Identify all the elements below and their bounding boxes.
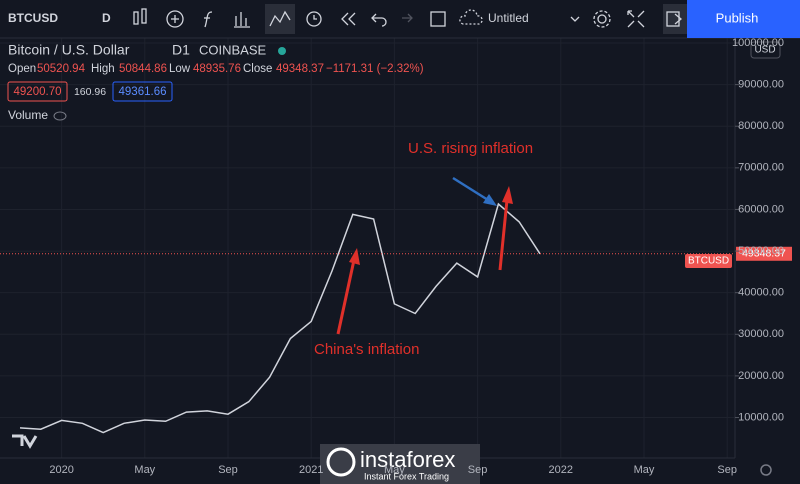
ohlc: Open 50520.94 High 50844.86 Low 48935.76… xyxy=(8,63,424,75)
high-value: 50844.86 xyxy=(119,63,167,75)
y-tick-label: 30000.00 xyxy=(738,328,784,340)
plot xyxy=(0,202,735,434)
low-label: Low xyxy=(169,63,191,75)
ask-box[interactable] xyxy=(112,81,173,102)
x-tick-label: May xyxy=(634,464,655,476)
x-tick-label: May xyxy=(134,464,155,476)
x-tick-label: 2020 xyxy=(49,464,73,476)
symbol[interactable]: BTCUSD xyxy=(8,11,58,25)
watermark-brand: instaforex xyxy=(360,447,455,472)
y-tick-label: 80000.00 xyxy=(738,120,784,132)
annotation: China's inflation xyxy=(314,341,419,358)
y-tick-label: 50000.00 xyxy=(738,245,784,257)
publish-button[interactable] xyxy=(687,0,800,38)
x-tick-label: 2021 xyxy=(299,464,323,476)
x-tick-label: 2022 xyxy=(549,464,573,476)
publish-label[interactable]: Publish xyxy=(716,10,759,25)
y-tick-label: 60000.00 xyxy=(738,203,784,215)
last-price-label: 49348.37 xyxy=(742,248,786,260)
ask-value[interactable]: 49361.66 xyxy=(119,86,167,98)
y-tick-label: 40000.00 xyxy=(738,287,784,299)
price-line xyxy=(19,202,541,434)
arrows xyxy=(336,176,513,335)
close-value: 49348.37 xyxy=(276,63,324,75)
x-tick-label: Sep xyxy=(717,464,737,476)
x-tick-label: Sep xyxy=(218,464,238,476)
toolbar-icons[interactable] xyxy=(133,4,687,34)
watermark-logo xyxy=(326,447,356,477)
close-label: Close xyxy=(243,63,272,75)
volume-hidden-icon[interactable] xyxy=(53,111,67,121)
legend-exchange: COINBASE xyxy=(199,42,267,57)
legend-title: Bitcoin / U.S. Dollar xyxy=(8,42,130,58)
y-tick-label: 20000.00 xyxy=(738,370,784,382)
watermark-tagline: Instant Forex Trading xyxy=(364,471,449,481)
bid-box[interactable] xyxy=(7,81,68,102)
y-tick-label: 100000.00 xyxy=(732,37,784,49)
settings-icon[interactable] xyxy=(760,464,772,476)
market-status xyxy=(278,47,286,55)
x-tick-label: Sep xyxy=(468,464,488,476)
symbol-tag xyxy=(685,254,732,268)
change-value: −1171.31 (−2.32%) xyxy=(326,63,424,75)
x-tick-label: May xyxy=(384,464,405,476)
symbol-tag-label: BTCUSD xyxy=(688,256,729,267)
spread-value: 160.96 xyxy=(74,86,106,98)
last-price-tag xyxy=(736,246,792,261)
tv-logo xyxy=(12,434,38,449)
interval-button[interactable]: D xyxy=(102,11,111,25)
y-tick-label: 10000.00 xyxy=(738,411,784,423)
y-tick-label: 70000.00 xyxy=(738,162,784,174)
high-label: High xyxy=(91,63,115,75)
layout-name[interactable]: Untitled xyxy=(488,11,529,25)
low-value: 48935.76 xyxy=(193,63,241,75)
bid-value[interactable]: 49200.70 xyxy=(14,86,62,98)
currency-button[interactable] xyxy=(750,41,781,59)
legend-interval: D1 xyxy=(172,42,190,58)
volume-label: Volume xyxy=(8,108,48,122)
y-tick-label: 90000.00 xyxy=(738,79,784,91)
currency[interactable]: USD xyxy=(754,45,775,56)
annotation: U.S. rising inflation xyxy=(408,140,533,157)
open-value: 50520.94 xyxy=(37,63,86,75)
grid xyxy=(0,38,735,458)
open-label: Open xyxy=(8,63,36,75)
